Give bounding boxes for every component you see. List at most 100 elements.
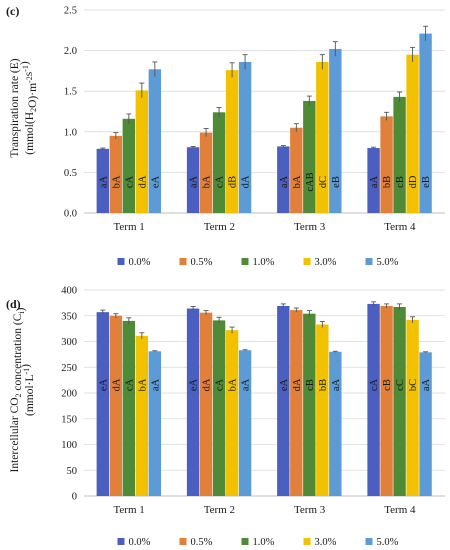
bar xyxy=(406,54,419,213)
bar xyxy=(109,315,123,496)
data-label: bB xyxy=(382,176,393,188)
bar xyxy=(225,70,239,213)
bar xyxy=(406,319,419,496)
bar xyxy=(329,351,342,496)
data-label: aA xyxy=(279,175,290,188)
bar xyxy=(148,351,162,496)
y-tick-label: 1.5 xyxy=(64,87,77,98)
y-tick-label: 350 xyxy=(61,311,77,322)
bar xyxy=(303,100,316,213)
x-tick-label: Term 3 xyxy=(294,504,326,516)
data-label: cA xyxy=(124,175,135,188)
data-label: eB xyxy=(421,176,432,188)
legend-swatch xyxy=(365,538,373,545)
y-tick-label: 0.0 xyxy=(64,209,77,220)
data-label: bA xyxy=(228,378,239,391)
data-label: cA xyxy=(369,378,380,391)
data-label: cA xyxy=(124,378,135,391)
data-label: dB xyxy=(228,176,239,188)
bar xyxy=(367,303,380,496)
data-label: cA xyxy=(215,175,226,188)
legend-swatch xyxy=(303,538,311,545)
data-label: bA xyxy=(111,175,122,188)
bar xyxy=(316,324,329,496)
bar xyxy=(135,90,149,213)
legend-label: 0.0% xyxy=(129,537,151,548)
bar xyxy=(329,48,342,214)
legend-label: 0.5% xyxy=(191,537,213,548)
bar xyxy=(380,305,393,496)
data-label: aA xyxy=(98,175,109,188)
data-label: cB xyxy=(382,379,393,391)
legend-item: 1.0% xyxy=(241,257,275,268)
bar xyxy=(199,312,213,496)
data-label: cA xyxy=(215,378,226,391)
legend-swatch xyxy=(241,538,249,545)
legend-item: 1.0% xyxy=(241,537,275,548)
data-label: dA xyxy=(137,175,148,188)
bar xyxy=(393,306,406,496)
bar xyxy=(186,147,200,213)
y-tick-label: 1.0 xyxy=(64,127,77,138)
data-label: bA xyxy=(292,175,303,188)
bar xyxy=(186,308,200,496)
data-label: dD xyxy=(408,175,419,188)
panel-label: (c) xyxy=(6,4,19,18)
data-label: eA xyxy=(150,175,161,188)
x-tick-label: Term 1 xyxy=(113,504,144,516)
data-label: dA xyxy=(111,378,122,391)
data-label: aA xyxy=(421,378,432,391)
y-tick-label: 400 xyxy=(61,286,77,297)
x-tick-label: Term 4 xyxy=(384,504,416,516)
legend-swatch xyxy=(303,258,311,265)
legend-item: 0.0% xyxy=(117,537,151,548)
legend-swatch xyxy=(365,258,373,265)
data-label: aA xyxy=(150,378,161,391)
legend-swatch xyxy=(117,258,125,265)
legend-label: 0.0% xyxy=(129,257,151,268)
bar xyxy=(122,118,136,213)
bar xyxy=(290,310,303,496)
bar xyxy=(277,305,290,496)
bar xyxy=(238,350,252,496)
data-label: dA xyxy=(241,175,252,188)
y-axis-title: Transpiration rate (E) xyxy=(9,58,21,157)
legend-item: 0.0% xyxy=(117,257,151,268)
legend-swatch xyxy=(241,258,249,265)
bar xyxy=(225,330,239,496)
x-tick-label: Term 4 xyxy=(384,221,416,233)
data-label: eA xyxy=(98,378,109,391)
y-tick-label: 200 xyxy=(61,389,77,400)
y-tick-label: 100 xyxy=(61,440,77,451)
legend-label: 1.0% xyxy=(253,257,275,268)
legend-swatch xyxy=(117,538,125,545)
y-tick-label: 50 xyxy=(67,466,78,477)
bar xyxy=(277,146,290,213)
data-label: aA xyxy=(241,378,252,391)
legend-label: 5.0% xyxy=(377,257,399,268)
y-tick-label: 2.0 xyxy=(64,46,77,57)
legend-label: 3.0% xyxy=(315,537,337,548)
data-label: aA xyxy=(189,175,200,188)
data-label: bA xyxy=(137,378,148,391)
y-tick-label: 0 xyxy=(72,492,77,503)
x-tick-label: Term 2 xyxy=(204,221,235,233)
bar xyxy=(380,116,393,213)
data-label: bC xyxy=(408,379,419,391)
bar xyxy=(96,148,110,213)
bar xyxy=(367,148,380,213)
data-label: aA xyxy=(369,175,380,188)
bar xyxy=(135,335,149,496)
bar xyxy=(303,313,316,496)
data-label: eB xyxy=(331,176,342,188)
bar xyxy=(419,352,432,496)
data-label: eA xyxy=(279,378,290,391)
bar xyxy=(109,135,123,213)
y-tick-label: 2.5 xyxy=(64,6,77,17)
y-axis-title: Intercellular CO2 concentration (Ci) xyxy=(9,307,27,472)
legend-swatch xyxy=(179,538,187,545)
legend-item: 3.0% xyxy=(303,257,337,268)
x-tick-label: Term 3 xyxy=(294,221,326,233)
